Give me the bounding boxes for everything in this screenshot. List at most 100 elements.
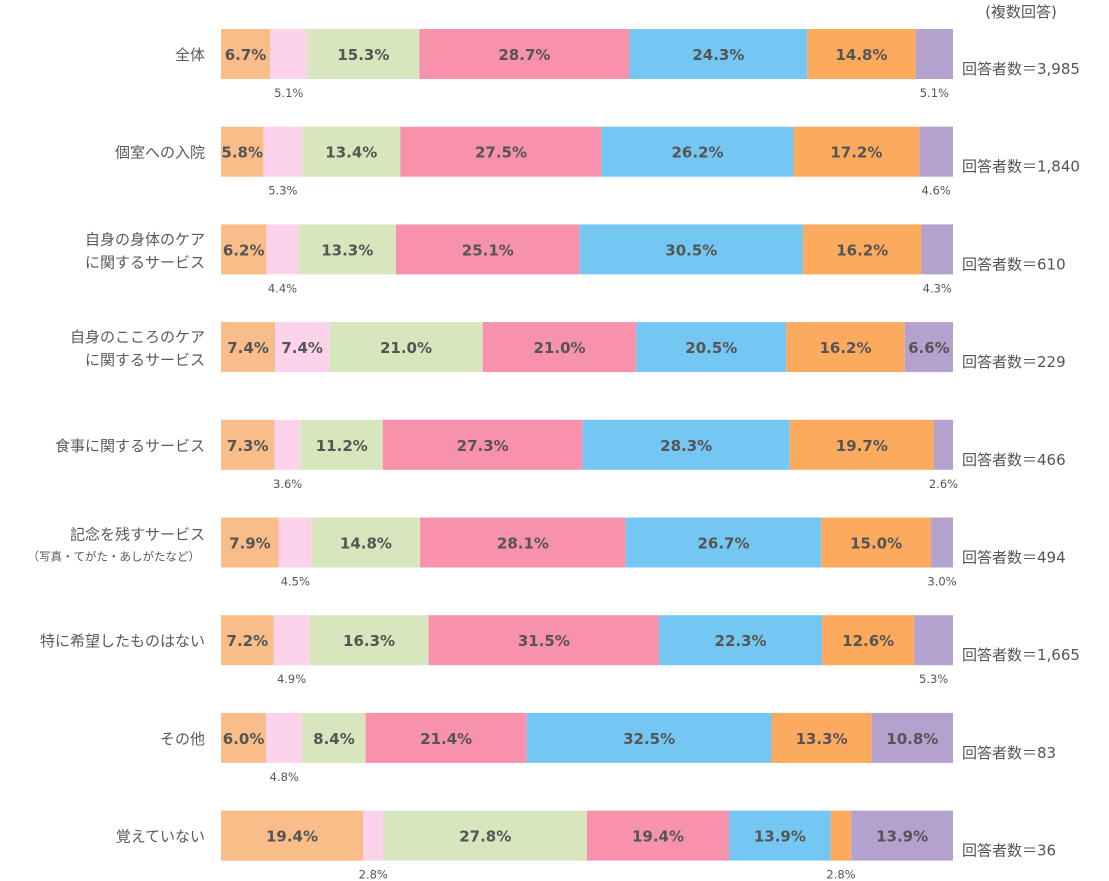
segment-value-label: 27.8% xyxy=(459,828,511,846)
category-label: 特に希望したものはない xyxy=(40,632,205,650)
segment-value-label: 27.5% xyxy=(475,144,527,162)
segment-value-label-outside: 2.8% xyxy=(359,868,388,881)
segment-value-label: 22.3% xyxy=(715,632,767,650)
segment-value-label-outside: 3.6% xyxy=(273,477,302,491)
bar-segment xyxy=(420,517,626,568)
segment-value-label: 5.8% xyxy=(221,144,263,162)
bar-segment xyxy=(383,810,587,861)
bar-segment xyxy=(587,810,730,861)
segment-value-label: 7.3% xyxy=(227,437,269,455)
bar-segment xyxy=(382,419,583,470)
bar-segment xyxy=(266,712,303,763)
category-label: に関するサービス xyxy=(85,253,205,271)
bar-segment xyxy=(919,126,953,177)
segment-value-label: 21.0% xyxy=(380,339,432,357)
segment-value-label: 16.3% xyxy=(343,632,395,650)
segment-value-label-outside: 4.9% xyxy=(277,672,306,686)
category-label: 自身の身体のケア xyxy=(85,230,205,248)
bar-segment xyxy=(729,810,831,861)
respondent-count: 回答者数＝466 xyxy=(962,451,1066,469)
bar-segment xyxy=(579,224,803,275)
segment-value-label-outside: 2.6% xyxy=(929,477,958,491)
segment-value-label-outside: 5.3% xyxy=(268,184,297,198)
segment-value-label-outside: 4.4% xyxy=(268,281,297,295)
segment-value-label-outside: 2.8% xyxy=(826,868,855,881)
segment-value-label-outside: 4.6% xyxy=(922,184,951,198)
segment-value-label: 16.2% xyxy=(836,241,888,259)
segment-value-label-outside: 4.8% xyxy=(270,770,299,784)
bar-segment xyxy=(221,615,274,666)
category-label: に関するサービス xyxy=(85,351,205,369)
bar-segment xyxy=(851,810,953,861)
segment-value-label: 10.8% xyxy=(886,730,938,748)
segment-value-label: 7.9% xyxy=(229,535,271,553)
segment-value-label: 15.3% xyxy=(337,46,389,64)
segment-value-label: 31.5% xyxy=(518,632,570,650)
bar-segment xyxy=(302,712,366,763)
bar-segment xyxy=(582,419,790,470)
bar-segment xyxy=(830,810,852,861)
segment-value-label: 19.7% xyxy=(836,437,888,455)
category-sublabel: （写真・てがた・あしがたなど） xyxy=(28,550,201,564)
bar-segment xyxy=(221,810,364,861)
bar-segment xyxy=(789,419,934,470)
bar-segment xyxy=(601,126,794,177)
segment-value-label: 12.6% xyxy=(842,632,894,650)
segment-value-label: 6.7% xyxy=(225,46,267,64)
segment-value-label: 21.4% xyxy=(420,730,472,748)
bar-segment xyxy=(273,615,310,666)
respondent-count: 回答者数＝1,665 xyxy=(962,646,1080,664)
bar-segment xyxy=(221,29,271,79)
bar-segment xyxy=(278,517,312,568)
bar-segment xyxy=(482,322,637,373)
bar-segment xyxy=(771,712,872,763)
respondent-count: 回答者数＝229 xyxy=(962,353,1066,371)
bar-segment xyxy=(266,224,299,275)
bar-segment xyxy=(395,224,580,275)
category-label: 自身のこころのケア xyxy=(70,328,205,346)
bar-segment xyxy=(329,322,483,373)
bar-segment xyxy=(921,224,953,275)
bar-segment xyxy=(786,322,905,373)
category-label: 記念を残すサービス xyxy=(70,526,205,544)
bar-segment xyxy=(871,712,953,763)
segment-value-label: 14.8% xyxy=(340,535,392,553)
segment-value-label: 19.4% xyxy=(632,828,684,846)
bar-segment xyxy=(807,29,916,79)
bar-segment xyxy=(419,29,630,79)
segment-value-label-outside: 5.1% xyxy=(920,86,949,100)
bar-segment xyxy=(822,615,915,666)
segment-value-label: 17.2% xyxy=(830,144,882,162)
category-label: 食事に関するサービス xyxy=(55,437,205,455)
segment-value-label: 8.4% xyxy=(313,730,355,748)
segment-value-label: 7.4% xyxy=(227,339,269,357)
segment-value-label: 14.8% xyxy=(835,46,887,64)
category-label: 覚えていない xyxy=(116,828,205,846)
bar-segment xyxy=(931,517,953,568)
segment-value-label: 26.2% xyxy=(672,144,724,162)
bar-segment xyxy=(526,712,772,763)
bar-segment xyxy=(636,322,787,373)
respondent-count: 回答者数＝3,985 xyxy=(962,60,1080,78)
bar-segment xyxy=(275,322,330,373)
segment-value-label: 25.1% xyxy=(462,241,514,259)
bar-segment xyxy=(428,615,660,666)
respondent-count: 回答者数＝610 xyxy=(962,255,1066,273)
bar-segment xyxy=(933,419,953,470)
respondent-count: 回答者数＝36 xyxy=(962,842,1056,860)
bar-segment xyxy=(802,224,922,275)
respondent-count: 回答者数＝494 xyxy=(962,549,1066,567)
bar-segment xyxy=(221,712,267,763)
bar-segment xyxy=(625,517,822,568)
bar-segment xyxy=(915,29,953,79)
bar-segment xyxy=(300,419,383,470)
segment-value-label: 13.9% xyxy=(754,828,806,846)
note-multiple-answers: (複数回答) xyxy=(985,3,1057,21)
segment-value-label: 30.5% xyxy=(665,241,717,259)
bar-segment xyxy=(274,419,301,470)
bar-segment xyxy=(914,615,953,666)
segment-value-label: 32.5% xyxy=(623,730,675,748)
bar-segment xyxy=(904,322,953,373)
category-label: 全体 xyxy=(175,46,205,64)
